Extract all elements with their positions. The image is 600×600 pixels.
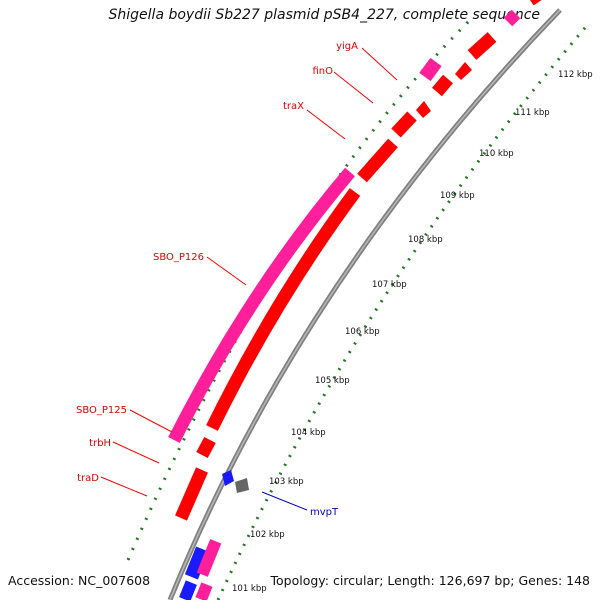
scale-label-110-kbp: 110 kbp (479, 149, 514, 159)
gene-label-sbo-p126: SBO_P126 (153, 252, 204, 263)
gene-label-leader-mvpt (261, 491, 308, 511)
cds-pink-bottom-2 (195, 582, 213, 600)
cds-arrow-2 (455, 62, 472, 80)
gene-label-trad: traD (77, 473, 99, 484)
gene-label-trax: traX (283, 101, 304, 112)
gc-track-inner (216, 21, 592, 600)
map-title: Shigella boydii Sb227 plasmid pSB4_227, … (108, 7, 540, 23)
cds-red-2 (432, 74, 453, 97)
gene-label-mvpt: mvpT (310, 507, 339, 518)
cds-trbh (196, 436, 216, 459)
cds-fino (391, 111, 417, 138)
gene-label-sbo-p125: SBO_P125 (76, 405, 127, 416)
gene-labels: yigA finO traX SBO_P126 SBO_P125 trbH traD mvpT (76, 41, 358, 518)
sequence-summary: Topology: circular; Length: 126,697 bp; … (270, 573, 591, 588)
cds-trad (175, 467, 208, 521)
cds-yiga (419, 57, 442, 82)
cds-arrow-1 (416, 101, 431, 118)
scale-label-109-kbp: 109 kbp (440, 191, 475, 201)
accession-label: Accession: NC_007608 (8, 573, 151, 588)
cds-mvpt-gray (235, 478, 249, 493)
cds-pink-bottom (196, 539, 222, 577)
gene-label-trbh: trbH (89, 438, 111, 449)
cds-blue-bottom (184, 546, 210, 580)
scale-label-103-kbp: 103 kbp (269, 477, 304, 487)
cds-pink-top (503, 9, 521, 27)
scale-label-105-kbp: 105 kbp (315, 376, 350, 386)
scale-label-111-kbp: 111 kbp (515, 108, 550, 118)
scale-label-104-kbp: 104 kbp (291, 428, 326, 438)
scale-label-106-kbp: 106 kbp (345, 327, 380, 337)
scale-label-108-kbp: 108 kbp (408, 235, 443, 245)
cds-mvpt-blue (222, 470, 234, 486)
backbone-ring (167, 8, 562, 600)
cds-red-3 (467, 32, 497, 60)
scale-ticks: 112 kbp 111 kbp 110 kbp 109 kbp 108 kbp 107 k… (232, 70, 593, 594)
scale-label-102-kbp: 102 kbp (250, 530, 285, 540)
scale-label-107-kbp: 107 kbp (372, 280, 407, 290)
gene-label-fino: finO (312, 66, 333, 77)
cds-blue-bottom-2 (179, 580, 197, 600)
scale-label-101-kbp: 101 kbp (232, 584, 267, 594)
cds-trax (357, 138, 398, 183)
cds-large-red (206, 188, 361, 431)
scale-label-112-kbp: 112 kbp (558, 70, 593, 80)
gene-label-yiga: yigA (336, 41, 358, 52)
gene-label-leaders (100, 47, 398, 497)
cds-sbo-p126 (168, 167, 355, 443)
backbone-ring-highlight (169, 9, 561, 600)
